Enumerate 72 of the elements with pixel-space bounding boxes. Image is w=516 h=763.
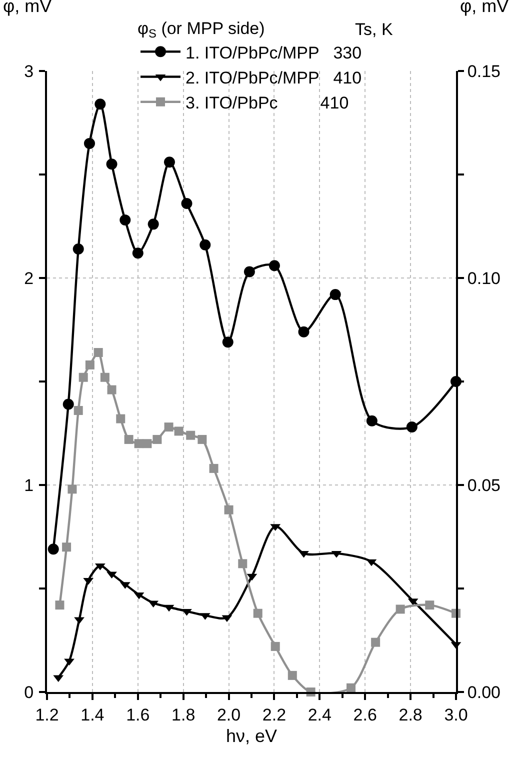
point [94, 348, 103, 358]
point [106, 572, 117, 579]
legend-title: φ$_{S}$ (or MPP side) [138, 19, 265, 41]
point [100, 372, 110, 382]
point [288, 670, 297, 680]
point [346, 683, 356, 692]
point [186, 430, 196, 440]
x-tick-label: 3.0 [444, 705, 468, 724]
point [366, 415, 378, 426]
point [120, 214, 131, 226]
point [371, 638, 380, 647]
y-tick-label: 3 [24, 62, 34, 81]
point [148, 218, 159, 230]
x-tick-label: 1.8 [172, 705, 196, 724]
y-tick-label: 2 [24, 268, 34, 288]
point [74, 406, 83, 415]
point [74, 617, 84, 624]
text: Ts, K [355, 20, 394, 39]
y-tick-label: 1 [24, 476, 34, 495]
point [62, 542, 72, 552]
point [62, 398, 74, 410]
x-tick-label: 2.6 [353, 705, 377, 724]
x-tick-label: 2.0 [216, 705, 241, 724]
point [396, 604, 405, 614]
point [425, 600, 434, 610]
x-tick-label: 2.4 [308, 705, 332, 724]
point [222, 336, 234, 348]
point [244, 266, 255, 278]
point [268, 260, 280, 272]
point [164, 422, 174, 432]
x-tick-label: 1.6 [126, 705, 150, 724]
point [298, 326, 310, 338]
y2-tick-label: 0.00 [467, 682, 500, 702]
point [106, 158, 118, 170]
point [48, 544, 59, 555]
point [152, 434, 162, 444]
point [181, 198, 192, 209]
point [55, 600, 64, 610]
point [84, 138, 95, 149]
point [224, 505, 234, 514]
y2-tick-label: 0.10 [467, 268, 500, 288]
point [406, 422, 418, 433]
legend-label: 3. ITO/PbPc 410 [186, 93, 349, 112]
point [107, 385, 116, 394]
point [85, 360, 94, 370]
x-tick-label: 1.2 [35, 705, 59, 724]
point [164, 156, 175, 168]
legend-label: 1. ITO/PbPc/MPP 330 [186, 43, 362, 62]
point [330, 289, 341, 300]
point [200, 239, 211, 250]
point [209, 464, 218, 473]
point [72, 244, 84, 255]
y-tick-label: 0 [24, 682, 34, 702]
point [198, 434, 207, 444]
legend-label: 2. ITO/PbPc/MPP 410 [186, 68, 362, 88]
x-tick-label: 1.4 [80, 705, 104, 724]
point [238, 559, 248, 568]
point [68, 484, 77, 494]
x-tick-label: 2.8 [398, 705, 422, 724]
point [124, 434, 134, 444]
point [132, 248, 144, 259]
y2-tick-label: 0.15 [467, 62, 500, 81]
point [253, 608, 262, 618]
y2-tick-label: 0.05 [467, 476, 500, 495]
point [78, 372, 88, 382]
x-tick-label: 2.2 [262, 705, 286, 724]
x-axis-title: hν, eV [226, 726, 278, 746]
point [116, 414, 126, 424]
point [270, 642, 280, 651]
point [174, 426, 184, 436]
point [94, 98, 106, 110]
point [142, 439, 152, 448]
